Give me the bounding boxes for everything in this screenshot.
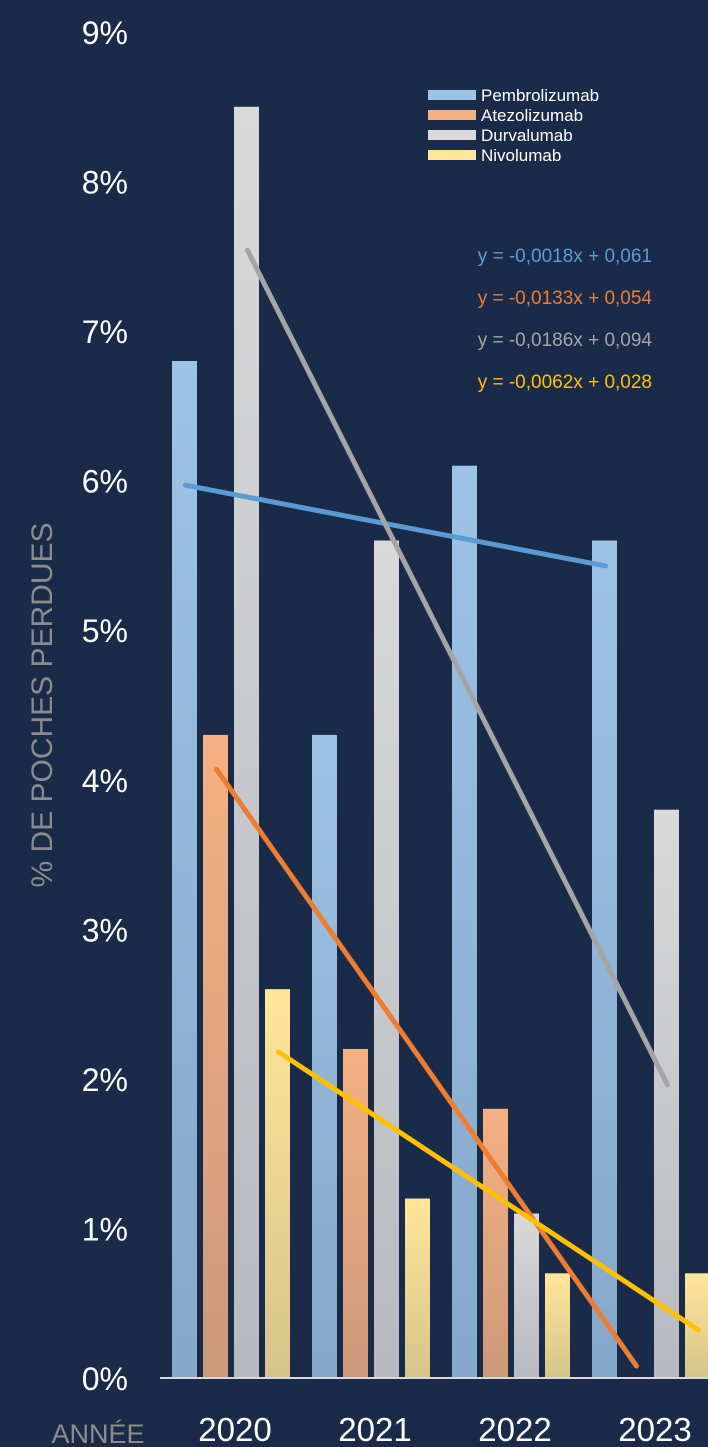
legend-swatch: [428, 90, 476, 100]
bar-durvalumab-2023: [654, 809, 679, 1378]
bar-nivolumab-2023: [685, 1273, 708, 1378]
legend-label: Durvalumab: [481, 126, 573, 145]
trendline-nivolumab: [276, 1049, 701, 1333]
trendline-pembrolizumab: [183, 482, 608, 569]
bar-pembrolizumab-2021: [312, 734, 337, 1378]
y-tick-label: 5%: [82, 613, 128, 649]
trendline-equation: y = -0,0062x + 0,028: [478, 372, 652, 393]
bar-nivolumab-2021: [405, 1198, 430, 1378]
y-tick-label: 7%: [82, 314, 128, 350]
legend: PembrolizumabAtezolizumabDurvalumabNivol…: [428, 86, 599, 165]
bar-pembrolizumab-2020: [172, 361, 197, 1378]
bar-durvalumab-2022: [514, 1213, 539, 1378]
y-tick-label: 1%: [82, 1211, 128, 1247]
y-tick-label: 2%: [82, 1062, 128, 1098]
trendline-equation: y = -0,0186x + 0,094: [478, 330, 653, 351]
trendline-equation: y = -0,0018x + 0,061: [478, 246, 652, 267]
legend-label: Atezolizumab: [481, 106, 583, 125]
x-tick-label: 2021: [338, 1411, 411, 1447]
trendline-equations: y = -0,0018x + 0,061 y = -0,0133x + 0,054…: [478, 246, 653, 393]
trendline-equation: y = -0,0133x + 0,054: [478, 288, 653, 309]
bar-nivolumab-2020: [265, 989, 290, 1378]
legend-label: Nivolumab: [481, 146, 561, 165]
y-tick-label: 3%: [82, 912, 128, 948]
x-axis-title: ANNÉE: [51, 1419, 144, 1447]
y-tick-label: 6%: [82, 464, 128, 500]
y-axis-title: % DE POCHES PERDUES: [26, 522, 59, 887]
y-tick-label: 8%: [82, 165, 128, 201]
y-tick-label: 4%: [82, 763, 128, 799]
bar-atezolizumab-2020: [203, 734, 228, 1378]
trendline-durvalumab: [245, 247, 670, 1088]
bar-nivolumab-2022: [545, 1273, 570, 1378]
y-tick-label: 0%: [82, 1361, 128, 1397]
x-tick-label: 2023: [618, 1411, 691, 1447]
trendline-atezolizumab: [214, 766, 639, 1369]
bar-durvalumab-2020: [234, 106, 259, 1378]
legend-swatch: [428, 150, 476, 160]
y-tick-label: 9%: [82, 15, 128, 51]
x-tick-label: 2022: [478, 1411, 551, 1447]
legend-swatch: [428, 130, 476, 140]
legend-swatch: [428, 110, 476, 120]
x-tick-label: 2020: [198, 1411, 271, 1447]
bar-pembrolizumab-2022: [452, 465, 477, 1378]
bar-durvalumab-2021: [374, 540, 399, 1378]
legend-label: Pembrolizumab: [481, 86, 599, 105]
